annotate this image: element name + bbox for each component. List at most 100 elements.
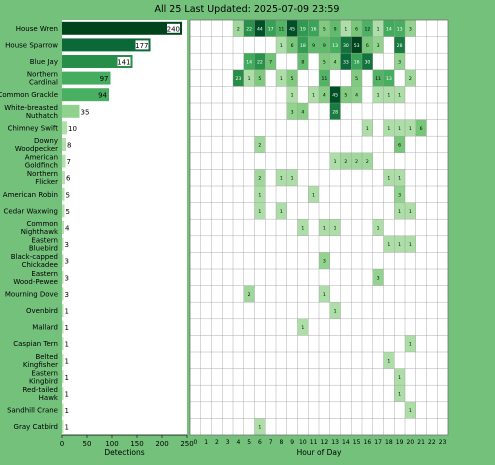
heatmap-cell[interactable] [372, 69, 384, 87]
heatmap-cell[interactable] [394, 202, 405, 220]
heatmap-cell[interactable] [319, 36, 330, 54]
heatmap-cell[interactable] [319, 252, 330, 269]
detection-bar[interactable] [62, 121, 67, 135]
heatmap-cell[interactable] [394, 53, 405, 70]
detection-bar[interactable] [62, 104, 80, 118]
heatmap-cell[interactable] [319, 86, 330, 103]
heatmap-cell[interactable] [308, 20, 319, 37]
heatmap-cell[interactable] [405, 202, 416, 220]
heatmap-cell[interactable] [319, 20, 330, 37]
heatmap-cell[interactable] [297, 103, 309, 120]
heatmap-cell[interactable] [394, 368, 405, 386]
heatmap-cell[interactable] [362, 20, 373, 37]
heatmap-cell[interactable] [372, 36, 384, 54]
heatmap-cell[interactable] [362, 53, 373, 70]
detection-bar[interactable] [62, 304, 64, 317]
heatmap-cell[interactable] [383, 352, 395, 369]
heatmap-cell[interactable] [351, 36, 362, 54]
detection-bar[interactable] [62, 270, 64, 284]
heatmap-cell[interactable] [394, 119, 405, 137]
heatmap-cell[interactable] [276, 202, 287, 220]
heatmap-cell[interactable] [362, 152, 373, 170]
detection-bar[interactable] [62, 254, 64, 268]
detection-bar[interactable] [62, 138, 66, 151]
heatmap-cell[interactable] [329, 219, 341, 236]
detection-bar[interactable] [62, 38, 151, 52]
heatmap-cell[interactable] [329, 53, 341, 70]
heatmap-cell[interactable] [405, 401, 416, 419]
heatmap-cell[interactable] [286, 20, 298, 37]
heatmap-cell[interactable] [265, 20, 276, 37]
heatmap-cell[interactable] [351, 53, 362, 70]
heatmap-cell[interactable] [405, 335, 416, 352]
heatmap-cell[interactable] [254, 202, 266, 220]
heatmap-cell[interactable] [394, 385, 405, 402]
heatmap-cell[interactable] [405, 69, 416, 87]
detection-bar[interactable] [62, 171, 65, 185]
heatmap-cell[interactable] [286, 86, 298, 103]
detection-bar[interactable] [62, 221, 64, 234]
heatmap-cell[interactable] [319, 285, 330, 303]
heatmap-cell[interactable] [394, 86, 405, 103]
heatmap-cell[interactable] [329, 20, 341, 37]
heatmap-cell[interactable] [329, 302, 341, 319]
heatmap-cell[interactable] [243, 20, 255, 37]
heatmap-cell[interactable] [351, 86, 362, 103]
heatmap-cell[interactable] [233, 20, 244, 37]
heatmap-cell[interactable] [276, 20, 287, 37]
heatmap-cell[interactable] [297, 219, 309, 236]
heatmap-cell[interactable] [243, 69, 255, 87]
heatmap-cell[interactable] [372, 269, 384, 286]
heatmap-cell[interactable] [254, 53, 266, 70]
heatmap-cell[interactable] [415, 119, 427, 137]
detection-bar[interactable] [62, 237, 64, 251]
heatmap-cell[interactable] [329, 152, 341, 170]
heatmap-cell[interactable] [254, 418, 266, 435]
heatmap-cell[interactable] [372, 219, 384, 236]
heatmap-cell[interactable] [308, 86, 319, 103]
heatmap-cell[interactable] [394, 169, 405, 186]
heatmap-cell[interactable] [394, 186, 405, 203]
detection-bar[interactable] [62, 337, 64, 351]
heatmap-cell[interactable] [394, 20, 405, 37]
heatmap-cell[interactable] [340, 53, 352, 70]
heatmap-cell[interactable] [351, 20, 362, 37]
heatmap-cell[interactable] [340, 152, 352, 170]
heatmap-cell[interactable] [286, 36, 298, 54]
heatmap-cell[interactable] [383, 119, 395, 137]
heatmap-cell[interactable] [254, 20, 266, 37]
detection-bar[interactable] [62, 71, 111, 85]
heatmap-cell[interactable] [329, 103, 341, 120]
heatmap-cell[interactable] [254, 169, 266, 186]
detection-bar[interactable] [62, 21, 182, 35]
heatmap-cell[interactable] [243, 285, 255, 303]
heatmap-cell[interactable] [254, 186, 266, 203]
heatmap-cell[interactable] [405, 20, 416, 37]
heatmap-cell[interactable] [383, 20, 395, 37]
heatmap-cell[interactable] [254, 136, 266, 153]
heatmap-cell[interactable] [383, 235, 395, 253]
heatmap-cell[interactable] [233, 69, 244, 87]
heatmap-cell[interactable] [297, 53, 309, 70]
heatmap-cell[interactable] [405, 235, 416, 253]
heatmap-cell[interactable] [319, 53, 330, 70]
heatmap-cell[interactable] [340, 20, 352, 37]
detection-bar[interactable] [62, 287, 64, 301]
heatmap-cell[interactable] [297, 318, 309, 336]
detection-bar[interactable] [62, 204, 65, 218]
heatmap-cell[interactable] [405, 119, 416, 137]
detection-bar[interactable] [62, 420, 64, 434]
heatmap-cell[interactable] [286, 69, 298, 87]
detection-bar[interactable] [62, 370, 64, 384]
heatmap-cell[interactable] [329, 36, 341, 54]
heatmap-cell[interactable] [276, 36, 287, 54]
heatmap-cell[interactable] [383, 169, 395, 186]
heatmap-cell[interactable] [297, 36, 309, 54]
heatmap-cell[interactable] [394, 36, 405, 54]
detection-bar[interactable] [62, 387, 64, 400]
heatmap-cell[interactable] [383, 69, 395, 87]
heatmap-cell[interactable] [265, 53, 276, 70]
detection-bar[interactable] [62, 187, 65, 201]
heatmap-cell[interactable] [254, 69, 266, 87]
detection-bar[interactable] [62, 55, 133, 68]
